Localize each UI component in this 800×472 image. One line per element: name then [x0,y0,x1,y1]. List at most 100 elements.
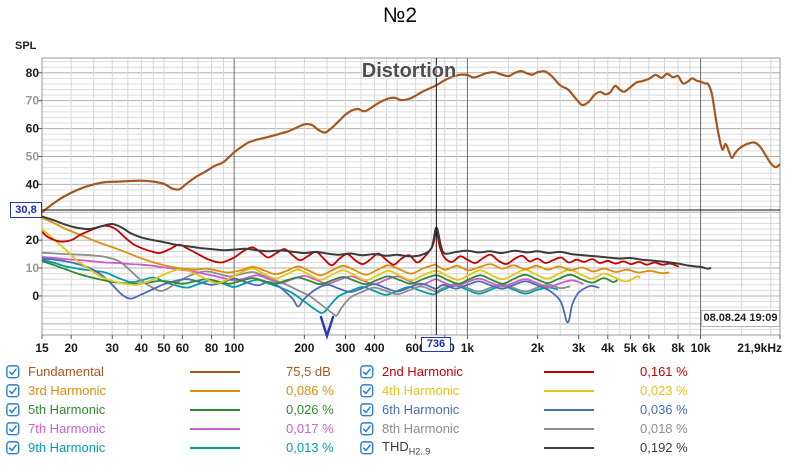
curve-thd [42,215,712,270]
curve-8th-harmonic [42,251,571,317]
legend-line-swatch-5th-harmonic [190,408,240,411]
y-axis-title: SPL [15,40,37,52]
legend-label-6th-harmonic: 6th Harmonic [382,402,460,417]
curve-7th-harmonic [42,255,584,288]
curve-3rd-harmonic [42,216,670,277]
grid [41,57,781,336]
x-tick-label: 50 [157,341,171,355]
legend-item-6th-harmonic: 6th Harmonic 0,036 % [360,401,714,418]
y-tick-label: 60 [26,122,40,136]
x-tick-label: 80 [205,341,219,355]
legend-label-4th-harmonic: 4th Harmonic [382,383,460,398]
legend-checkbox-8th-harmonic[interactable] [360,421,374,436]
legend-value-5th-harmonic: 0,026 % [286,402,334,417]
x-tick-label: 200 [294,341,314,355]
y-tick-label: 10 [26,261,40,275]
plot-area[interactable]: 152030405060801002003004006008001k2k3k4k… [0,0,800,360]
legend-line-swatch-8th-harmonic [544,427,594,430]
x-tick-label: 400 [365,341,385,355]
legend-value-thd: 0,192 % [640,440,688,456]
curve-fundamental [42,69,780,214]
legend-line-swatch-6th-harmonic [544,408,594,411]
axis-ticks: 152030405060801002003004006008001k2k3k4k… [26,66,782,355]
x-tick-label: 3k [572,341,586,355]
x-tick-label: 10k [691,341,711,355]
legend-label-9th-harmonic: 9th Harmonic [28,440,106,455]
cursor-spl-readout[interactable]: 30,8 [10,202,42,218]
x-tick-label: 15 [35,341,49,355]
page-title: №2 [382,4,418,27]
legend-label-3rd-harmonic: 3rd Harmonic [28,383,107,398]
x-tick-label: 30 [106,341,120,355]
legend-label-fundamental: Fundamental [28,364,104,379]
legend-line-swatch-2nd-harmonic [544,370,594,373]
curve-9th-harmonic [42,258,559,314]
legend-value-8th-harmonic: 0,018 % [640,421,688,436]
curve-6th-harmonic [42,257,600,324]
legend-checkbox-fundamental[interactable] [6,364,20,379]
y-tick-label: 40 [26,177,40,191]
legend-item-7th-harmonic: 7th Harmonic 0,017 % [6,420,360,437]
legend-checkbox-5th-harmonic[interactable] [6,402,20,417]
x-tick-label: 1k [461,341,475,355]
x-tick-label: 6k [642,341,656,355]
legend-label-5th-harmonic: 5th Harmonic [28,402,106,417]
y-tick-label: 70 [26,94,40,108]
x-tick-label: 4k [601,341,615,355]
legend-line-swatch-thd [544,446,594,449]
axis-marker-icon[interactable] [319,315,335,340]
legend-value-9th-harmonic: 0,013 % [286,440,334,455]
legend-column-left: Fundamental 75,5 dB 3rd Harmonic 0,086 % 5th… [6,363,360,458]
legend-checkbox-6th-harmonic[interactable] [360,402,374,417]
legend-item-5th-harmonic: 5th Harmonic 0,026 % [6,401,360,418]
x-tick-label: 8k [671,341,685,355]
x-tick-label: 2k [531,341,545,355]
cursor-freq-readout[interactable]: 736 [421,337,451,352]
legend-checkbox-3rd-harmonic[interactable] [6,383,20,398]
legend-value-6th-harmonic: 0,036 % [640,402,688,417]
legend-item-thd: THDH2..9 0,192 % [360,439,714,457]
legend-value-fundamental: 75,5 dB [286,364,331,379]
legend-checkbox-thd[interactable] [360,440,374,455]
series-curves [42,69,780,324]
legend-item-9th-harmonic: 9th Harmonic 0,013 % [6,439,360,456]
legend-label-2nd-harmonic: 2nd Harmonic [382,364,463,379]
curve-4th-harmonic [42,228,641,286]
legend-value-4th-harmonic: 0,023 % [640,383,688,398]
legend-checkbox-2nd-harmonic[interactable] [360,364,374,379]
legend-label-7th-harmonic: 7th Harmonic [28,421,106,436]
y-tick-label: 20 [26,233,40,247]
y-tick-label: 80 [26,66,40,80]
legend-item-fundamental: Fundamental 75,5 dB [6,363,360,380]
legend-item-8th-harmonic: 8th Harmonic 0,018 % [360,420,714,437]
legend-line-swatch-4th-harmonic [544,389,594,392]
x-tick-label: 40 [135,341,149,355]
legend-line-swatch-9th-harmonic [190,446,240,449]
x-tick-label: 5k [624,341,638,355]
legend-label-thd: THDH2..9 [382,439,431,457]
x-tick-label: 20 [64,341,78,355]
curve-2nd-harmonic [42,224,679,268]
y-tick-label: 0 [32,289,39,303]
legend-checkbox-4th-harmonic[interactable] [360,383,374,398]
legend-column-right: 2nd Harmonic 0,161 % 4th Harmonic 0,023 % 6t… [360,363,714,458]
legend-item-3rd-harmonic: 3rd Harmonic 0,086 % [6,382,360,399]
legend-item-2nd-harmonic: 2nd Harmonic 0,161 % [360,363,714,380]
legend-line-swatch-7th-harmonic [190,427,240,430]
legend-checkbox-7th-harmonic[interactable] [6,421,20,436]
legend-value-2nd-harmonic: 0,161 % [640,364,688,379]
legend-line-swatch-fundamental [190,370,240,373]
legend-line-swatch-3rd-harmonic [190,389,240,392]
x-tick-label: 300 [335,341,355,355]
legend-value-3rd-harmonic: 0,086 % [286,383,334,398]
timestamp-badge: 08.08.24 19:09 [701,310,780,327]
legend-value-7th-harmonic: 0,017 % [286,421,334,436]
legend-item-4th-harmonic: 4th Harmonic 0,023 % [360,382,714,399]
y-tick-label: 50 [26,149,40,163]
x-tick-label: 100 [224,341,244,355]
x-tick-label: 600 [406,341,426,355]
x-tick-label: 60 [176,341,190,355]
plot-overlay-label: Distortion [361,60,457,82]
legend-checkbox-9th-harmonic[interactable] [6,440,20,455]
